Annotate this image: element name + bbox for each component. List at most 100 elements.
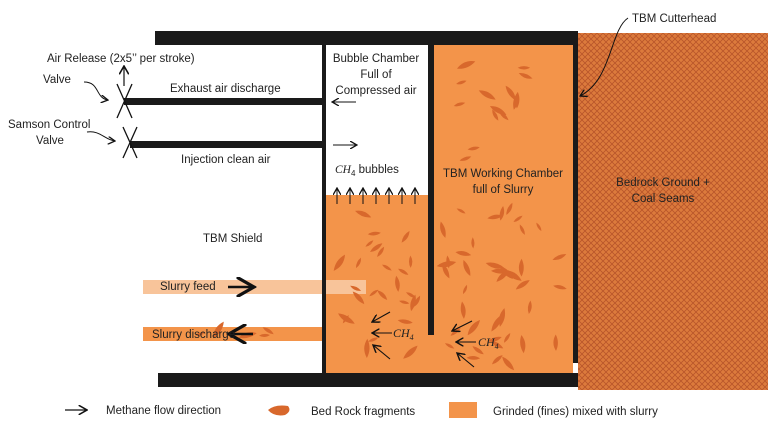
- rock-fragment: [377, 246, 385, 257]
- bedrock-label-2: Coal Seams: [632, 193, 695, 205]
- rock-fragment: [397, 319, 413, 324]
- rock-fragment: [445, 343, 455, 349]
- injection-pipe: [130, 141, 322, 148]
- ch4-bubble-arrows: [337, 188, 415, 204]
- shield-top-bar: [155, 31, 578, 45]
- bubble-chamber-label-2: Full of: [360, 69, 392, 81]
- samson-label-2: Valve: [36, 135, 64, 147]
- rock-fragment: [503, 333, 511, 343]
- rock-fragment: [403, 345, 418, 359]
- shield-label: TBM Shield: [203, 233, 262, 245]
- valve-pointer-icon: [83, 81, 108, 100]
- rock-fragment: [453, 102, 466, 107]
- cutterhead-wall: [573, 45, 578, 363]
- rock-fragment: [456, 80, 467, 85]
- rock-fragment: [368, 337, 379, 342]
- rock-fragment: [490, 340, 504, 349]
- bedrock-ground: [578, 33, 768, 390]
- rock-fragment: [456, 208, 466, 214]
- rock-fragment: [553, 334, 558, 351]
- rock-fragment: [466, 355, 481, 360]
- air-release-valve-icon: [116, 83, 133, 119]
- rock-fragment: [498, 308, 506, 327]
- rock-fragment: [462, 284, 468, 295]
- rock-fragment: [517, 66, 531, 70]
- samson-valve-icon: [122, 126, 138, 159]
- rock-fragment: [536, 222, 542, 232]
- ch4-bubbles-label: CH4 bubbles: [335, 164, 399, 178]
- rock-fragment: [364, 338, 370, 358]
- rock-fragment: [457, 61, 476, 69]
- rock-fragment: [370, 243, 383, 252]
- rock-fragment: [408, 255, 413, 268]
- working-chamber-label-1: TBM Working Chamber: [443, 168, 563, 180]
- legend-fines-swatch: [449, 402, 477, 418]
- rock-fragment: [401, 230, 410, 243]
- rock-fragment: [472, 346, 484, 355]
- legend-fragment-icon: [268, 405, 290, 416]
- rock-fragment: [259, 333, 270, 337]
- bubble-chamber-wall: [322, 45, 326, 373]
- rock-fragment: [467, 320, 480, 336]
- rock-fragment: [505, 85, 516, 101]
- rock-fragment: [355, 210, 372, 218]
- injection-label: Injection clean air: [181, 154, 271, 166]
- rock-fragment: [499, 206, 505, 221]
- exhaust-label: Exhaust air discharge: [170, 83, 281, 95]
- rock-fragment: [333, 254, 345, 271]
- bedrock-label-1: Bedrock Ground +: [616, 177, 710, 189]
- rock-fragment: [350, 285, 362, 291]
- rock-fragment: [471, 237, 475, 249]
- valve-label: Valve: [43, 74, 71, 86]
- rock-fragment: [262, 327, 274, 335]
- rock-fragment: [513, 215, 523, 222]
- working-chamber-label-2: full of Slurry: [473, 184, 534, 196]
- legend-methane-label: Methane flow direction: [106, 405, 221, 417]
- pressure-wall: [428, 45, 434, 335]
- ch4-label-bubble: CH4: [393, 326, 414, 342]
- rock-fragment: [440, 221, 446, 238]
- rock-fragment: [399, 300, 410, 304]
- rock-fragment: [491, 355, 503, 365]
- rock-fragment: [377, 290, 388, 300]
- rock-fragment: [487, 214, 503, 220]
- rock-fragment: [491, 314, 502, 332]
- rock-fragment: [367, 231, 381, 236]
- rock-fragment: [496, 270, 510, 282]
- legend-fragments-label: Bed Rock fragments: [311, 406, 415, 418]
- rock-fragment: [436, 261, 457, 268]
- rock-fragment: [455, 251, 472, 256]
- rock-fragment: [478, 90, 496, 100]
- rock-fragment: [467, 146, 480, 151]
- rock-fragment: [552, 254, 567, 261]
- rock-fragment: [365, 240, 374, 247]
- slurry-feed-label: Slurry feed: [160, 281, 216, 293]
- cutterhead-pointer-icon: [580, 17, 629, 96]
- ch4-label-working: CH4: [478, 335, 499, 351]
- air-release-label: Air Release (2x5’’ per stroke): [47, 53, 195, 65]
- rock-fragment: [410, 294, 416, 312]
- rock-fragment: [553, 285, 567, 290]
- cutterhead-label: TBM Cutterhead: [632, 13, 716, 25]
- methane-arrows-bubble: [372, 311, 476, 368]
- rock-fragment: [518, 72, 533, 79]
- exhaust-pipe: [124, 98, 322, 105]
- rock-fragment: [398, 268, 409, 275]
- samson-label-1: Samson Control: [8, 119, 90, 131]
- rock-fragment: [413, 295, 421, 308]
- rock-fragment: [519, 224, 525, 235]
- rock-fragment: [338, 313, 355, 324]
- rock-fragment: [381, 264, 392, 271]
- legend-fines-label: Grinded (fines) mixed with slurry: [493, 406, 658, 418]
- rock-fragment: [195, 332, 205, 336]
- rock-fragment: [369, 289, 379, 297]
- rock-fragment: [502, 356, 515, 371]
- rock-fragment: [212, 321, 224, 339]
- rock-fragment: [395, 275, 400, 292]
- rock-fragment: [518, 258, 524, 277]
- rock-fragment: [492, 109, 499, 121]
- rock-fragment: [459, 156, 472, 161]
- rock-fragment: [515, 280, 530, 290]
- bubble-chamber-label-3: Compressed air: [335, 85, 416, 97]
- bubble-chamber-label-1: Bubble Chamber: [333, 53, 419, 65]
